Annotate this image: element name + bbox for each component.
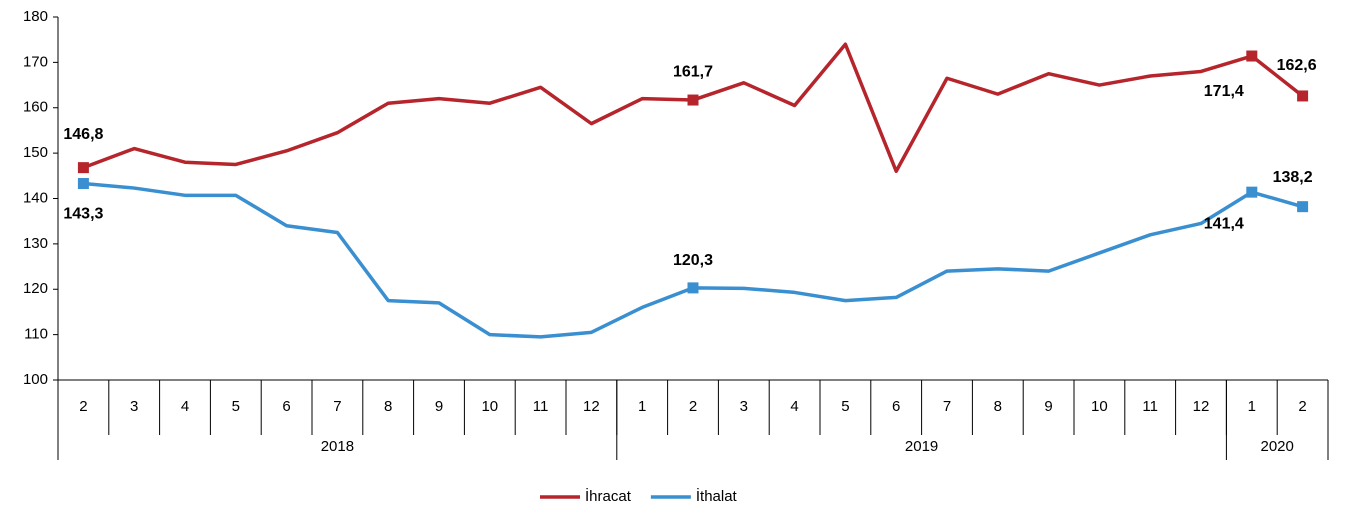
marker [1246, 50, 1258, 62]
data-label: 161,7 [673, 63, 713, 80]
y-tick-label: 110 [24, 326, 48, 343]
x-tick-label: 2 [79, 398, 87, 415]
y-tick-label: 160 [23, 99, 48, 116]
data-label: 120,3 [673, 252, 713, 269]
data-label: 138,2 [1273, 169, 1313, 186]
x-tick-label: 7 [333, 398, 341, 415]
x-tick-label: 2 [689, 398, 697, 415]
x-tick-label: 8 [384, 398, 392, 415]
x-tick-label: 6 [892, 398, 900, 415]
legend-label: İthalat [696, 487, 738, 505]
x-tick-label: 10 [481, 398, 498, 415]
data-label: 171,4 [1204, 83, 1244, 100]
group-label: 2019 [905, 438, 938, 455]
y-tick-label: 100 [23, 371, 48, 388]
group-label: 2020 [1261, 438, 1294, 455]
legend-label: İhracat [585, 487, 632, 505]
x-tick-label: 5 [232, 398, 240, 415]
x-tick-label: 2 [1298, 398, 1306, 415]
x-tick-label: 10 [1091, 398, 1108, 415]
marker [1297, 90, 1309, 102]
group-label: 2018 [321, 438, 354, 455]
x-tick-label: 1 [1248, 398, 1256, 415]
marker [1246, 186, 1258, 198]
marker [77, 178, 89, 190]
x-tick-label: 8 [994, 398, 1002, 415]
y-tick-label: 180 [23, 8, 48, 25]
x-tick-label: 9 [1044, 398, 1052, 415]
x-tick-label: 12 [1193, 398, 1210, 415]
y-tick-label: 170 [23, 53, 48, 70]
x-tick-label: 3 [130, 398, 138, 415]
x-tick-label: 7 [943, 398, 951, 415]
x-tick-label: 11 [533, 398, 549, 415]
y-tick-label: 140 [23, 189, 48, 206]
data-label: 141,4 [1204, 215, 1244, 232]
x-tick-label: 12 [583, 398, 600, 415]
x-tick-label: 4 [181, 398, 189, 415]
y-tick-label: 120 [23, 280, 48, 297]
y-tick-label: 150 [23, 144, 48, 161]
data-label: 143,3 [63, 206, 103, 223]
marker [687, 94, 699, 106]
y-tick-label: 130 [23, 235, 48, 252]
x-tick-label: 9 [435, 398, 443, 415]
x-tick-label: 3 [740, 398, 748, 415]
x-tick-label: 1 [638, 398, 646, 415]
data-label: 146,8 [63, 126, 103, 143]
marker [77, 162, 89, 174]
x-tick-label: 5 [841, 398, 849, 415]
x-tick-label: 11 [1142, 398, 1158, 415]
marker [687, 282, 699, 294]
x-tick-label: 4 [790, 398, 798, 415]
marker [1297, 201, 1309, 213]
data-label: 162,6 [1277, 57, 1317, 74]
x-tick-label: 6 [282, 398, 290, 415]
